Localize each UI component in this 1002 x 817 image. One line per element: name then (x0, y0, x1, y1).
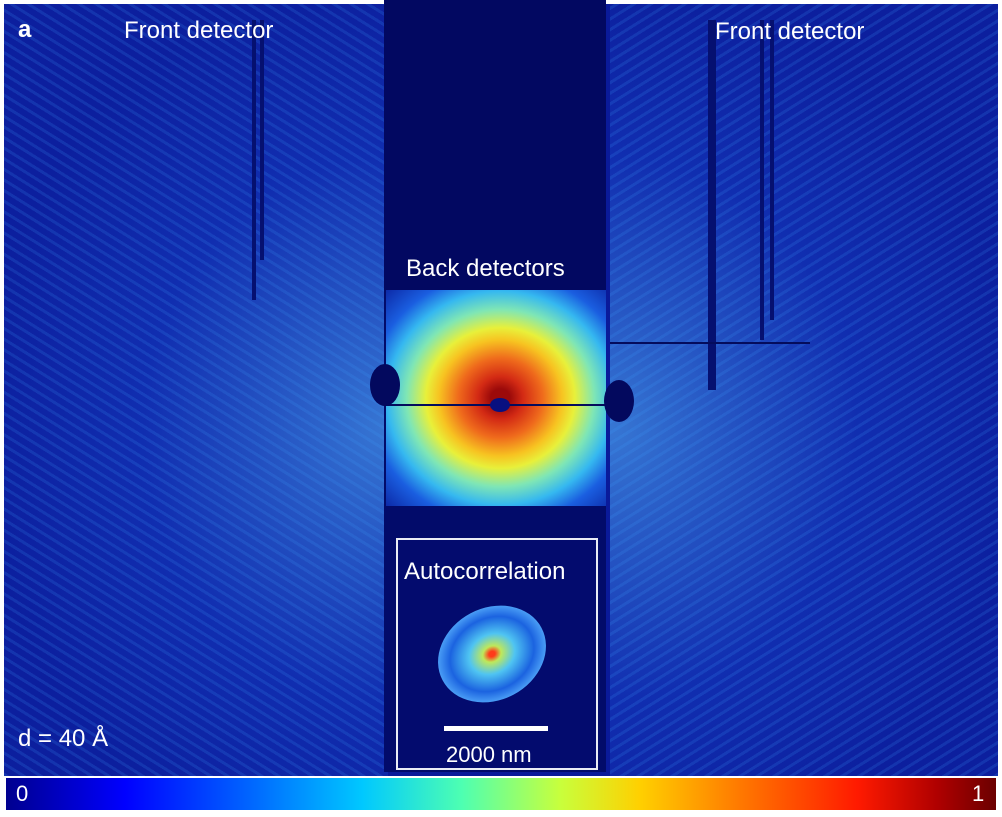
detector-seam-right (708, 20, 716, 390)
beam-stop-right (604, 380, 634, 422)
detector-seam-right-3 (770, 20, 774, 320)
front-detector-left-panel (4, 4, 388, 776)
scale-bar (444, 726, 548, 731)
center-gap (384, 0, 606, 290)
colorbar-min-label: 0 (16, 781, 29, 806)
colorbar-max-label: 1 (972, 781, 985, 806)
back-detectors-label: Back detectors (406, 255, 565, 282)
distance-label: d = 40 Å (18, 725, 109, 752)
beam-stop-left (370, 364, 400, 406)
panel-letter: a (18, 16, 32, 43)
beam-center (490, 398, 510, 412)
autocorrelation-label: Autocorrelation (404, 558, 566, 585)
front-detector-right-label: Front detector (715, 18, 865, 45)
scale-bar-label: 2000 nm (446, 742, 532, 767)
front-detector-right-panel (610, 4, 998, 776)
detector-seam-left-2 (260, 20, 264, 260)
detector-seam-left (252, 20, 256, 300)
detector-seam-right-2 (760, 20, 764, 340)
front-detector-left-label: Front detector (124, 17, 274, 44)
front-detector-gap-right (610, 342, 810, 344)
colorbar (6, 778, 996, 810)
